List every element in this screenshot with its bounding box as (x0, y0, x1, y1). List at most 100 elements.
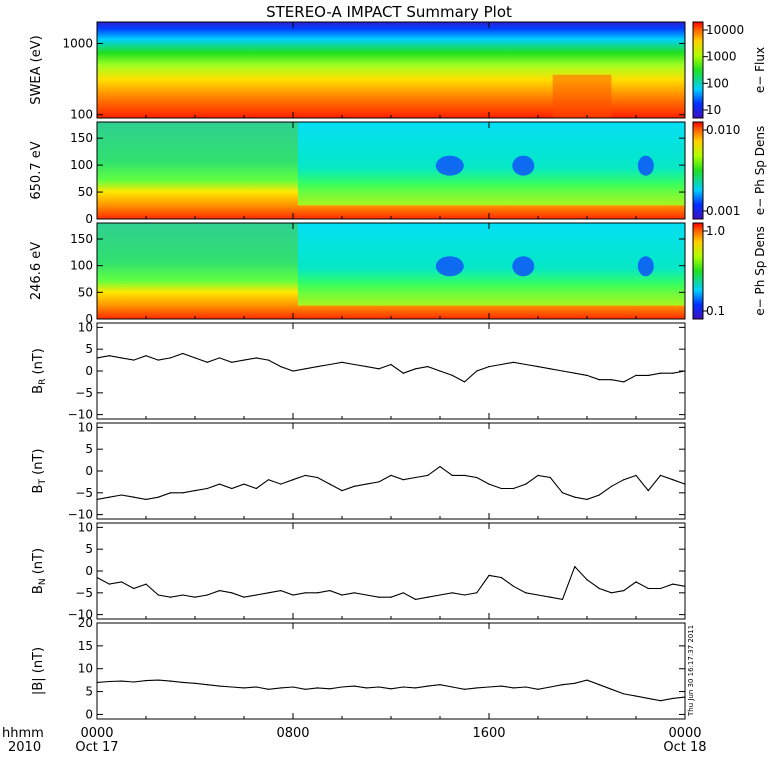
xaxis-tick-label: 0000 (668, 726, 701, 741)
bt-data-point (231, 487, 233, 490)
swea-colorbar-tick-label: 10 (706, 103, 721, 117)
bmag-data-point (537, 688, 539, 690)
bmag-data-point (169, 680, 172, 682)
bt-data-point (378, 481, 380, 483)
br-data-point (378, 368, 380, 370)
br-frame (96, 322, 686, 420)
bmag-data-point (549, 686, 551, 688)
bn-data-point (353, 592, 355, 594)
xaxis-date-label: Oct 18 (663, 740, 706, 755)
bmag-data-point (488, 686, 490, 688)
pad246-blob (435, 256, 464, 277)
br-data-point (647, 374, 649, 376)
bmag-data-point (108, 680, 110, 683)
bmag-ytick-label: 15 (78, 639, 93, 653)
swea-ytick-label: 1000 (62, 36, 93, 50)
bn-data-point (292, 594, 294, 596)
bn-data-point (488, 574, 490, 577)
br-data-point (439, 370, 441, 372)
br-data-point (292, 370, 294, 372)
bt-data-point (267, 479, 270, 481)
bt-data-point (512, 487, 515, 490)
pad246-ylabel: 246.6 eV (29, 242, 44, 300)
bn-data-point (231, 592, 233, 594)
br-data-point (512, 361, 515, 363)
bt-data-point (169, 492, 172, 494)
pad650-colorbar-tick-label: 0.001 (706, 204, 740, 218)
br-data-point (623, 381, 625, 383)
bn-ylabel: BN (nT) (31, 548, 48, 594)
bn-data-point (574, 566, 576, 568)
bt-data-point (537, 474, 539, 476)
br-data-point (267, 359, 270, 361)
br-ylabel: BR (nT) (31, 348, 48, 394)
pad246-blob (637, 256, 654, 277)
bt-data-point (586, 498, 588, 500)
br-data-point (255, 357, 257, 359)
bt-data-point (610, 485, 613, 487)
bmag-data-point (414, 687, 417, 689)
bt-data-point (659, 474, 662, 476)
bmag-data-point (316, 687, 319, 689)
swea-enhancement (552, 74, 612, 118)
bt-data-point (157, 496, 159, 498)
bmag-ytick-label: 20 (78, 616, 93, 630)
br-data-point (451, 374, 453, 376)
bt-data-point (402, 479, 404, 481)
pad650-ylabel: 650.7 eV (29, 141, 44, 199)
bn-data-point (182, 594, 184, 596)
bmag-data-point (586, 679, 588, 681)
bt-data-point (133, 496, 135, 498)
bn-data-point (512, 585, 515, 587)
plot-title: STEREO-A IMPACT Summary Plot (266, 3, 512, 21)
bt-data-point (598, 494, 600, 496)
bmag-data-point (390, 688, 392, 690)
bt-data-point (292, 479, 294, 481)
bmag-data-point (659, 700, 662, 702)
br-data-point (672, 372, 674, 374)
bt-data-point (561, 492, 564, 494)
bt-ytick-label: 5 (85, 442, 93, 456)
bt-data-point (316, 476, 319, 479)
bt-ytick-label: 0 (85, 464, 93, 478)
br-data-point (598, 379, 600, 381)
bmag-data-point (243, 687, 245, 689)
bn-data-point (427, 596, 429, 598)
bmag-data-point (304, 688, 306, 690)
bmag-data-point (280, 687, 282, 689)
xaxis-tick-label: 0800 (276, 726, 309, 741)
bt-data-point (463, 474, 466, 476)
bn-ytick-label: −10 (68, 608, 93, 622)
pad246-ytick-label: 150 (70, 232, 93, 246)
bn-data-point (598, 587, 600, 590)
swea-colorbar-tick-label: 1000 (706, 50, 737, 64)
pad246-colorbar-tick-label: 1.0 (706, 224, 725, 238)
bt-data-point (427, 474, 429, 476)
bn-data-point (672, 583, 674, 585)
bt-data-point (182, 492, 184, 494)
bt-ytick-label: −5 (75, 486, 93, 500)
pad246-colorbar (692, 222, 704, 320)
bt-data-point (206, 487, 208, 490)
bmag-data-point (341, 686, 343, 688)
bt-data-point (549, 476, 551, 479)
br-data-point (488, 366, 490, 368)
bt-data-point (194, 490, 196, 492)
bt-data-point (574, 496, 576, 498)
bn-data-point (304, 592, 306, 594)
xaxis-row2-label: 2010 (8, 740, 41, 755)
bt-series-line (96, 465, 686, 500)
bn-data-point (500, 576, 502, 579)
bmag-data-point (353, 685, 355, 687)
bn-data-point (610, 592, 613, 594)
bmag-data-point (194, 682, 196, 684)
br-data-point (659, 372, 662, 374)
bn-data-point (476, 592, 478, 594)
bn-data-point (206, 594, 208, 596)
bmag-data-point (561, 684, 564, 686)
pad650-colorbar (692, 121, 704, 220)
bmag-data-point (292, 686, 294, 688)
timestamp-label: Thu Jun 30 16:17:37 2011 (687, 625, 695, 717)
swea-colorbar-tick-label: 10000 (706, 23, 744, 37)
